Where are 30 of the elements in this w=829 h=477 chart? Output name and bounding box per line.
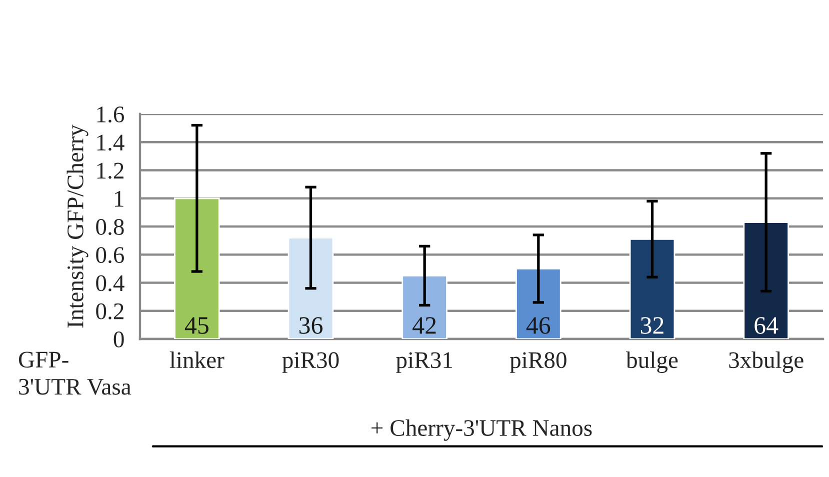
annotation: 42: [412, 317, 436, 334]
x-tick-label: 3xbulge: [729, 352, 804, 373]
y-tick-label: 0: [114, 331, 124, 348]
y-tick-label: 0.2: [96, 303, 124, 320]
bar: [174, 198, 220, 339]
annotation: 36: [299, 317, 323, 334]
text: GFP- 3'UTR Vasa: [18, 352, 132, 395]
y-tick-label: 0.8: [96, 218, 124, 236]
y-axis-title: Intensity GFP/Cherry: [66, 124, 88, 328]
bar: [743, 222, 789, 339]
bar: [288, 237, 334, 339]
text: + Cherry-3'UTR Nanos: [372, 419, 592, 441]
x-tick-label: linker: [170, 352, 224, 368]
bar: [516, 268, 562, 339]
x-tick-label: bulge: [626, 352, 678, 373]
x-tick-label: piR80: [510, 352, 566, 373]
y-tick-label: 1.2: [97, 162, 124, 179]
y-tick-label: 0.4: [96, 275, 124, 292]
bar: [629, 238, 676, 339]
y-tick-label: 0.6: [96, 247, 124, 264]
x-tick-label: piR31: [396, 352, 452, 373]
y-tick-label: 1.4: [97, 134, 124, 151]
y-tick-label: 1: [114, 190, 124, 207]
annotation: 32: [640, 317, 664, 334]
annotation: 46: [526, 317, 550, 334]
annotation: 64: [754, 317, 778, 334]
x-tick-label: piR30: [282, 352, 339, 373]
y-tick-label: 1.6: [97, 106, 124, 123]
annotation: 45: [184, 317, 208, 334]
bar: [402, 275, 448, 339]
